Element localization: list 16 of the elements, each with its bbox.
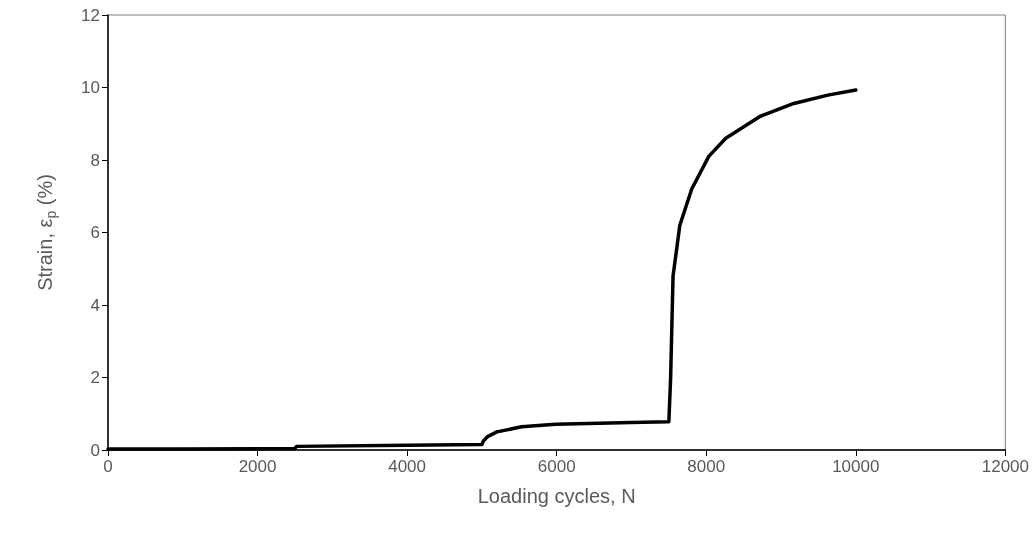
x-tick-label: 2000 xyxy=(238,457,277,476)
x-tick-label: 6000 xyxy=(537,457,576,476)
x-tick-label: 8000 xyxy=(687,457,726,476)
y-axis-title: Strain, εp (%) xyxy=(34,174,59,291)
y-tick-label: 6 xyxy=(90,223,100,242)
y-tick-label: 2 xyxy=(90,368,100,387)
x-tick-label: 0 xyxy=(103,457,113,476)
y-tick-label: 4 xyxy=(90,295,100,315)
y-tick-label: 12 xyxy=(81,5,100,25)
y-tick-label: 10 xyxy=(81,78,100,97)
x-tick-label: 12000 xyxy=(981,457,1029,476)
x-tick-label: 10000 xyxy=(832,457,880,476)
x-axis-title: Loading cycles, N xyxy=(477,485,636,507)
x-tick-label: 4000 xyxy=(388,457,427,476)
y-tick-label: 8 xyxy=(90,150,100,170)
y-tick-label: 0 xyxy=(90,440,100,460)
